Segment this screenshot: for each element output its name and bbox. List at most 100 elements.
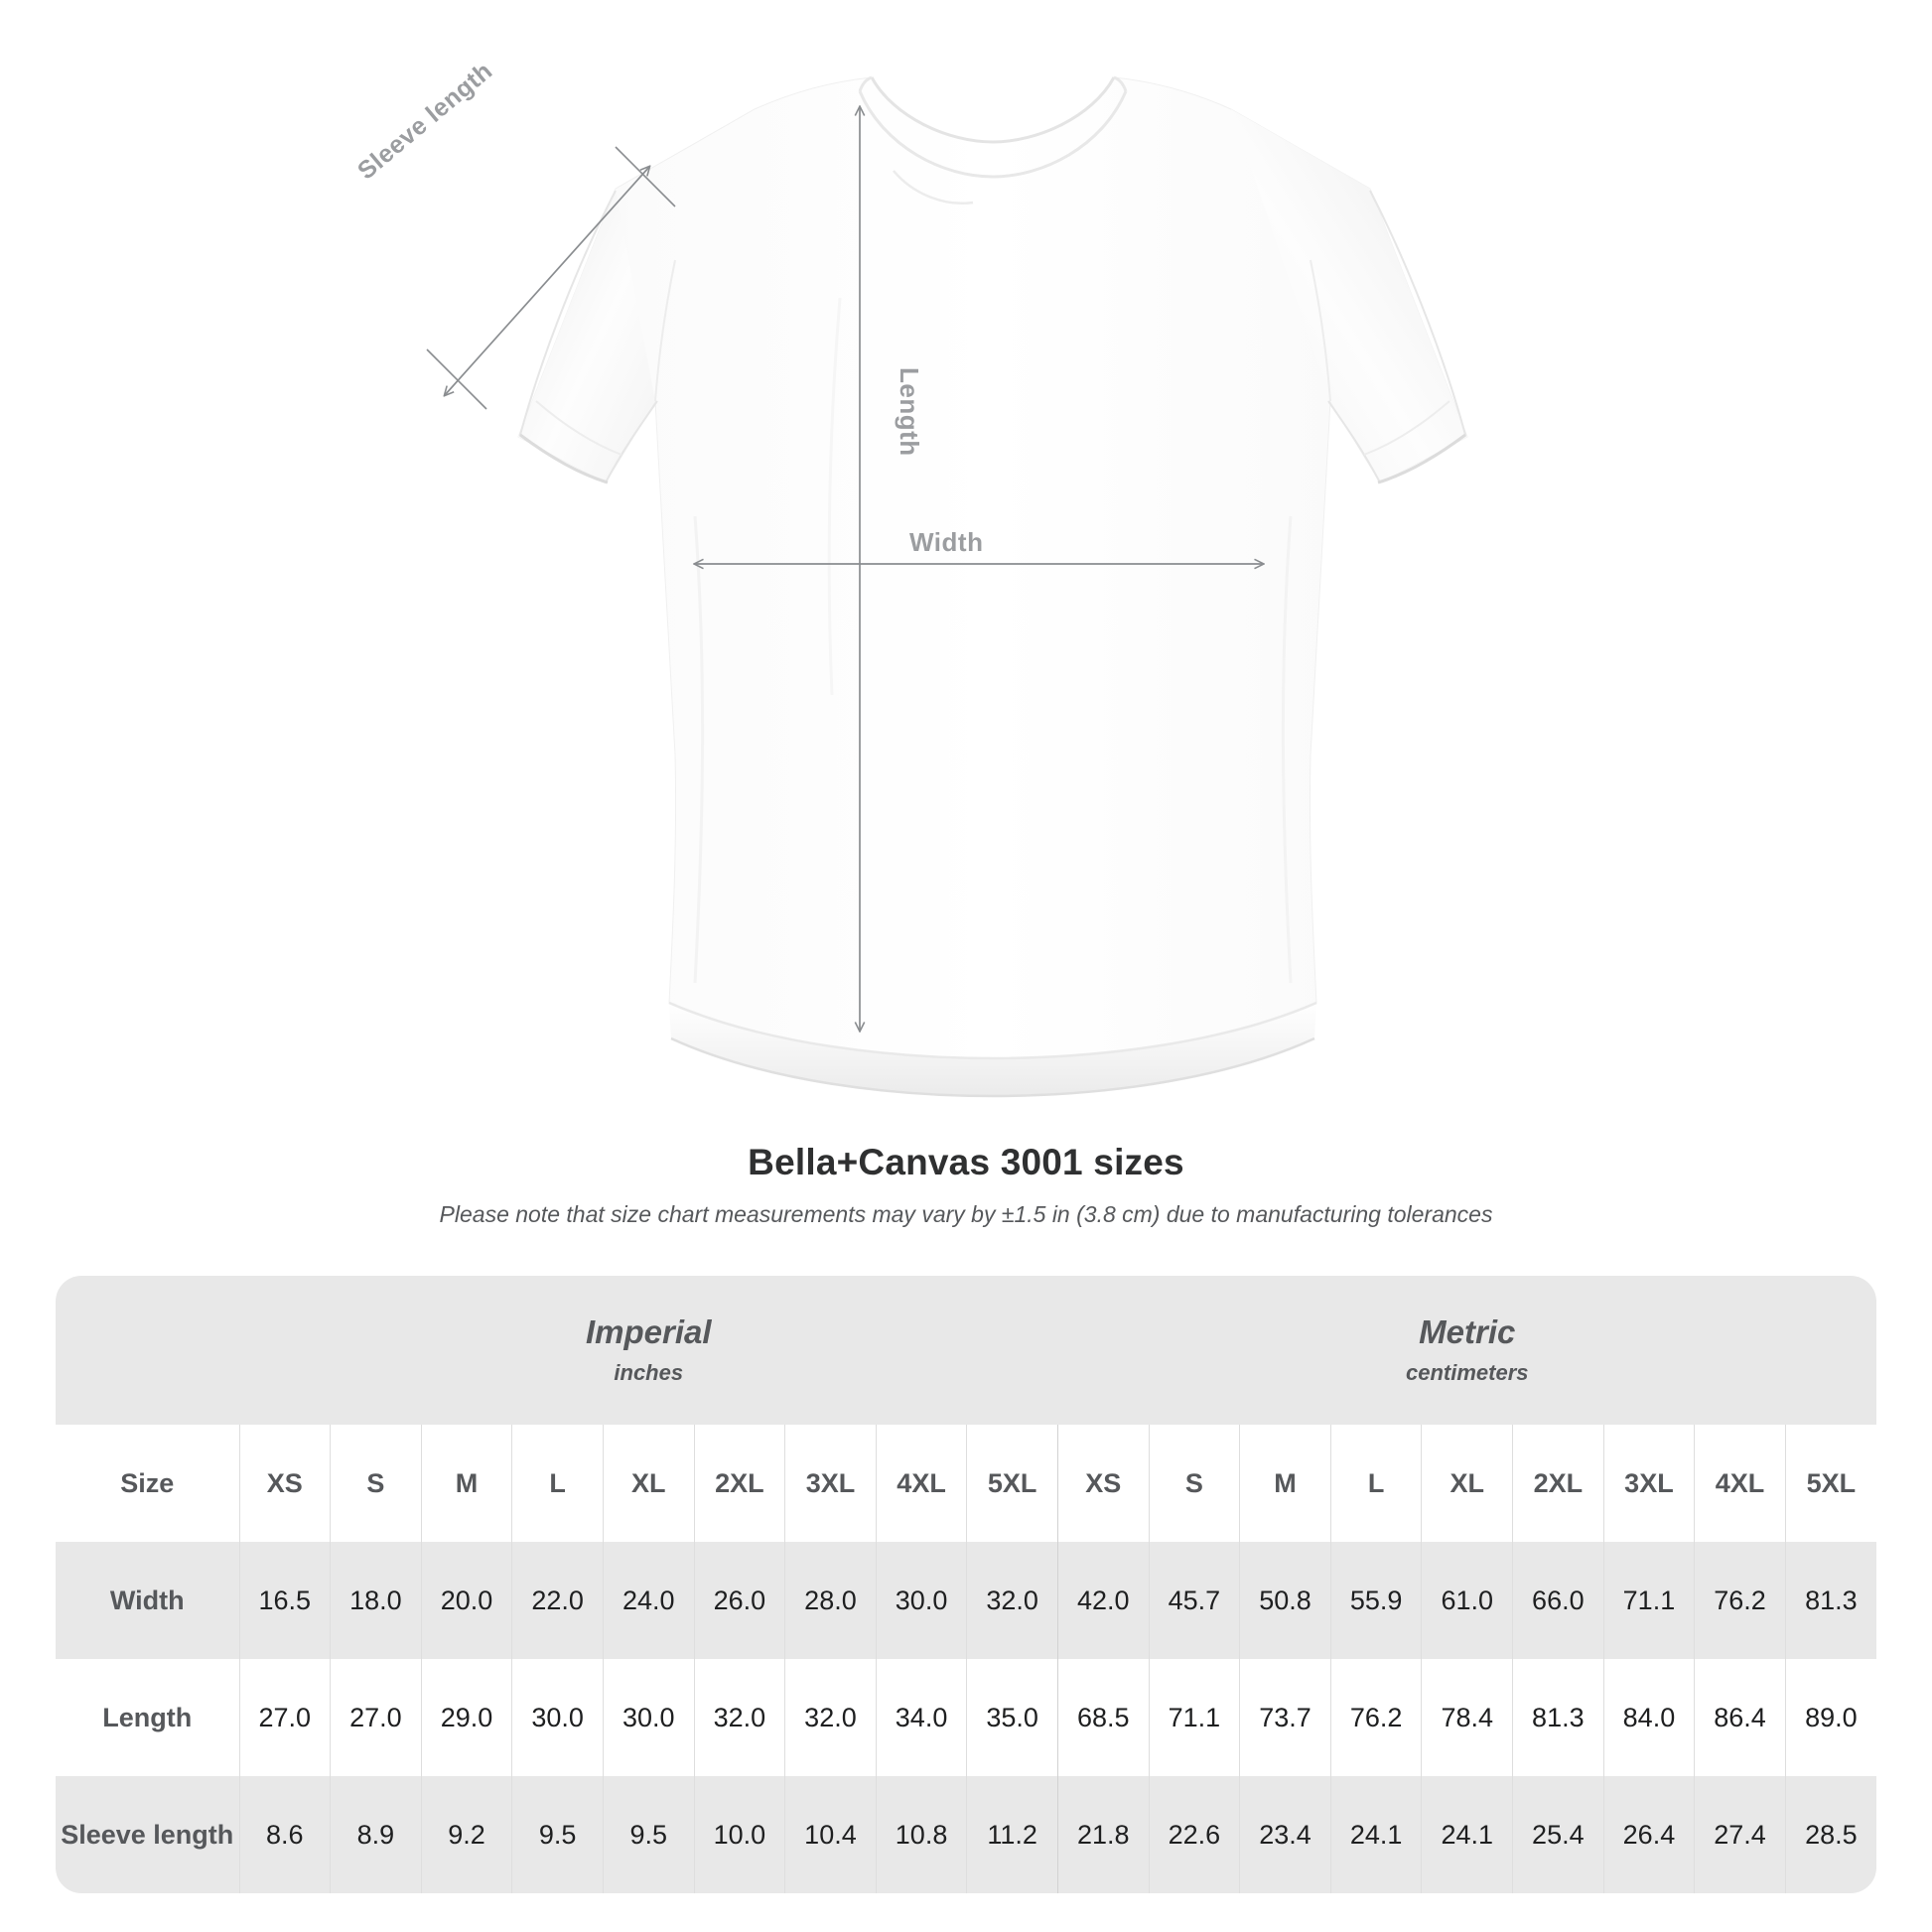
- table-cell: 22.0: [511, 1542, 604, 1659]
- table-cell: 34.0: [875, 1659, 967, 1776]
- size-header-cell: S: [1148, 1425, 1240, 1542]
- table-cell: 23.4: [1239, 1776, 1331, 1893]
- size-header-cell: L: [511, 1425, 604, 1542]
- tshirt-diagram-svg: [426, 75, 1468, 1098]
- table-cell: 10.4: [784, 1776, 877, 1893]
- table-cell: 30.0: [511, 1659, 604, 1776]
- table-cell: 18.0: [330, 1542, 422, 1659]
- table-cell: 76.2: [1329, 1659, 1422, 1776]
- table-body: Width 16.5 18.0 20.0 22.0 24.0 26.0 28.0 30.0 32.…: [56, 1542, 1876, 1893]
- size-chart-heading: Bella+Canvas 3001 sizes Please note that…: [0, 1142, 1932, 1228]
- length-dimension-label: Length: [895, 367, 924, 457]
- table-cell: 26.4: [1602, 1776, 1695, 1893]
- width-dimension-label: Width: [909, 527, 984, 557]
- table-cell: 16.5: [238, 1542, 331, 1659]
- table-cell: 26.0: [693, 1542, 785, 1659]
- size-header-cell: 2XL: [693, 1425, 785, 1542]
- table-cell: 24.1: [1329, 1776, 1422, 1893]
- unit-header-imperial: Imperial inches: [239, 1276, 1058, 1425]
- table-cell: 81.3: [1512, 1659, 1604, 1776]
- table-cell: 84.0: [1602, 1659, 1695, 1776]
- size-header-cell: XS: [1056, 1425, 1150, 1542]
- size-header-cell: M: [1239, 1425, 1331, 1542]
- size-header-cell: S: [330, 1425, 422, 1542]
- unit-header-row: Imperial inches Metric centimeters: [56, 1276, 1876, 1425]
- table-cell: 30.0: [875, 1542, 967, 1659]
- table-cell: 78.4: [1421, 1659, 1513, 1776]
- table-cell: 27.4: [1694, 1776, 1786, 1893]
- table-row: Sleeve length 8.6 8.9 9.2 9.5 9.5 10.0 10.4 10.8…: [56, 1776, 1876, 1893]
- size-header-cell: 2XL: [1512, 1425, 1604, 1542]
- table-cell: 32.0: [693, 1659, 785, 1776]
- size-header-cell: M: [420, 1425, 512, 1542]
- table-cell: 30.0: [602, 1659, 695, 1776]
- table-cell: 66.0: [1512, 1542, 1604, 1659]
- table-cell: 35.0: [966, 1659, 1058, 1776]
- row-header-cell: Length: [56, 1659, 239, 1776]
- table-cell: 24.0: [602, 1542, 695, 1659]
- size-header-cell: 3XL: [784, 1425, 877, 1542]
- table-cell: 11.2: [966, 1776, 1058, 1893]
- table-cell: 22.6: [1148, 1776, 1240, 1893]
- table-cell: 89.0: [1784, 1659, 1876, 1776]
- size-header-cell: 5XL: [1784, 1425, 1876, 1542]
- table-row: Width 16.5 18.0 20.0 22.0 24.0 26.0 28.0 30.0 32.…: [56, 1542, 1876, 1659]
- dimension-lines: [426, 107, 1263, 1031]
- table-cell: 32.0: [966, 1542, 1058, 1659]
- unit-name-metric: Metric: [1419, 1313, 1516, 1351]
- unit-header-corner: [56, 1276, 239, 1425]
- sleeve-length-arrow: [445, 167, 649, 395]
- table-cell: 25.4: [1512, 1776, 1604, 1893]
- unit-header-metric: Metric centimeters: [1057, 1276, 1876, 1425]
- table-cell: 76.2: [1694, 1542, 1786, 1659]
- size-header-cell: 4XL: [1694, 1425, 1786, 1542]
- table-cell: 24.1: [1421, 1776, 1513, 1893]
- table-cell: 61.0: [1421, 1542, 1513, 1659]
- table-cell: 21.8: [1056, 1776, 1150, 1893]
- table-head: Imperial inches Metric centimeters Size …: [56, 1276, 1876, 1542]
- table-cell: 9.5: [602, 1776, 695, 1893]
- table-cell: 81.3: [1784, 1542, 1876, 1659]
- table-cell: 32.0: [784, 1659, 877, 1776]
- tshirt-illustration: Sleeve length Length Width: [352, 57, 1468, 1098]
- table-cell: 29.0: [420, 1659, 512, 1776]
- size-header-cell: 4XL: [875, 1425, 967, 1542]
- tolerance-note: Please note that size chart measurements…: [439, 1201, 1493, 1227]
- table-cell: 73.7: [1239, 1659, 1331, 1776]
- size-header-row: Size XS S M L XL 2XL 3XL 4XL 5XL XS S M L XL 2XL 3XL 4XL…: [56, 1425, 1876, 1542]
- table-cell: 28.0: [784, 1542, 877, 1659]
- table-cell: 55.9: [1329, 1542, 1422, 1659]
- size-header-cell: 5XL: [966, 1425, 1058, 1542]
- size-chart-table: Imperial inches Metric centimeters Size …: [56, 1276, 1876, 1893]
- size-header-label: Size: [56, 1425, 239, 1542]
- size-header-cell: XL: [602, 1425, 695, 1542]
- table-cell: 10.0: [693, 1776, 785, 1893]
- size-header-cell: XS: [238, 1425, 331, 1542]
- row-header-cell: Sleeve length: [56, 1776, 239, 1893]
- table-cell: 8.9: [330, 1776, 422, 1893]
- row-header-cell: Width: [56, 1542, 239, 1659]
- table-cell: 71.1: [1602, 1542, 1695, 1659]
- size-chart-table-container: Imperial inches Metric centimeters Size …: [56, 1276, 1876, 1893]
- unit-sub-metric: centimeters: [1405, 1359, 1529, 1385]
- table-cell: 45.7: [1148, 1542, 1240, 1659]
- size-header-cell: XL: [1421, 1425, 1513, 1542]
- unit-name-imperial: Imperial: [585, 1313, 712, 1351]
- unit-sub-imperial: inches: [614, 1359, 684, 1385]
- table-cell: 50.8: [1239, 1542, 1331, 1659]
- size-header-cell: L: [1329, 1425, 1422, 1542]
- table-row: Length 27.0 27.0 29.0 30.0 30.0 32.0 32.0 34.0 35…: [56, 1659, 1876, 1776]
- table-cell: 9.2: [420, 1776, 512, 1893]
- table-cell: 28.5: [1784, 1776, 1876, 1893]
- table-cell: 68.5: [1056, 1659, 1150, 1776]
- table-cell: 71.1: [1148, 1659, 1240, 1776]
- table-cell: 27.0: [238, 1659, 331, 1776]
- table-cell: 9.5: [511, 1776, 604, 1893]
- page-title: Bella+Canvas 3001 sizes: [748, 1142, 1184, 1182]
- table-cell: 42.0: [1056, 1542, 1150, 1659]
- table-cell: 8.6: [238, 1776, 331, 1893]
- table-cell: 20.0: [420, 1542, 512, 1659]
- size-header-cell: 3XL: [1602, 1425, 1695, 1542]
- table-cell: 27.0: [330, 1659, 422, 1776]
- tshirt-garment: [517, 75, 1468, 1098]
